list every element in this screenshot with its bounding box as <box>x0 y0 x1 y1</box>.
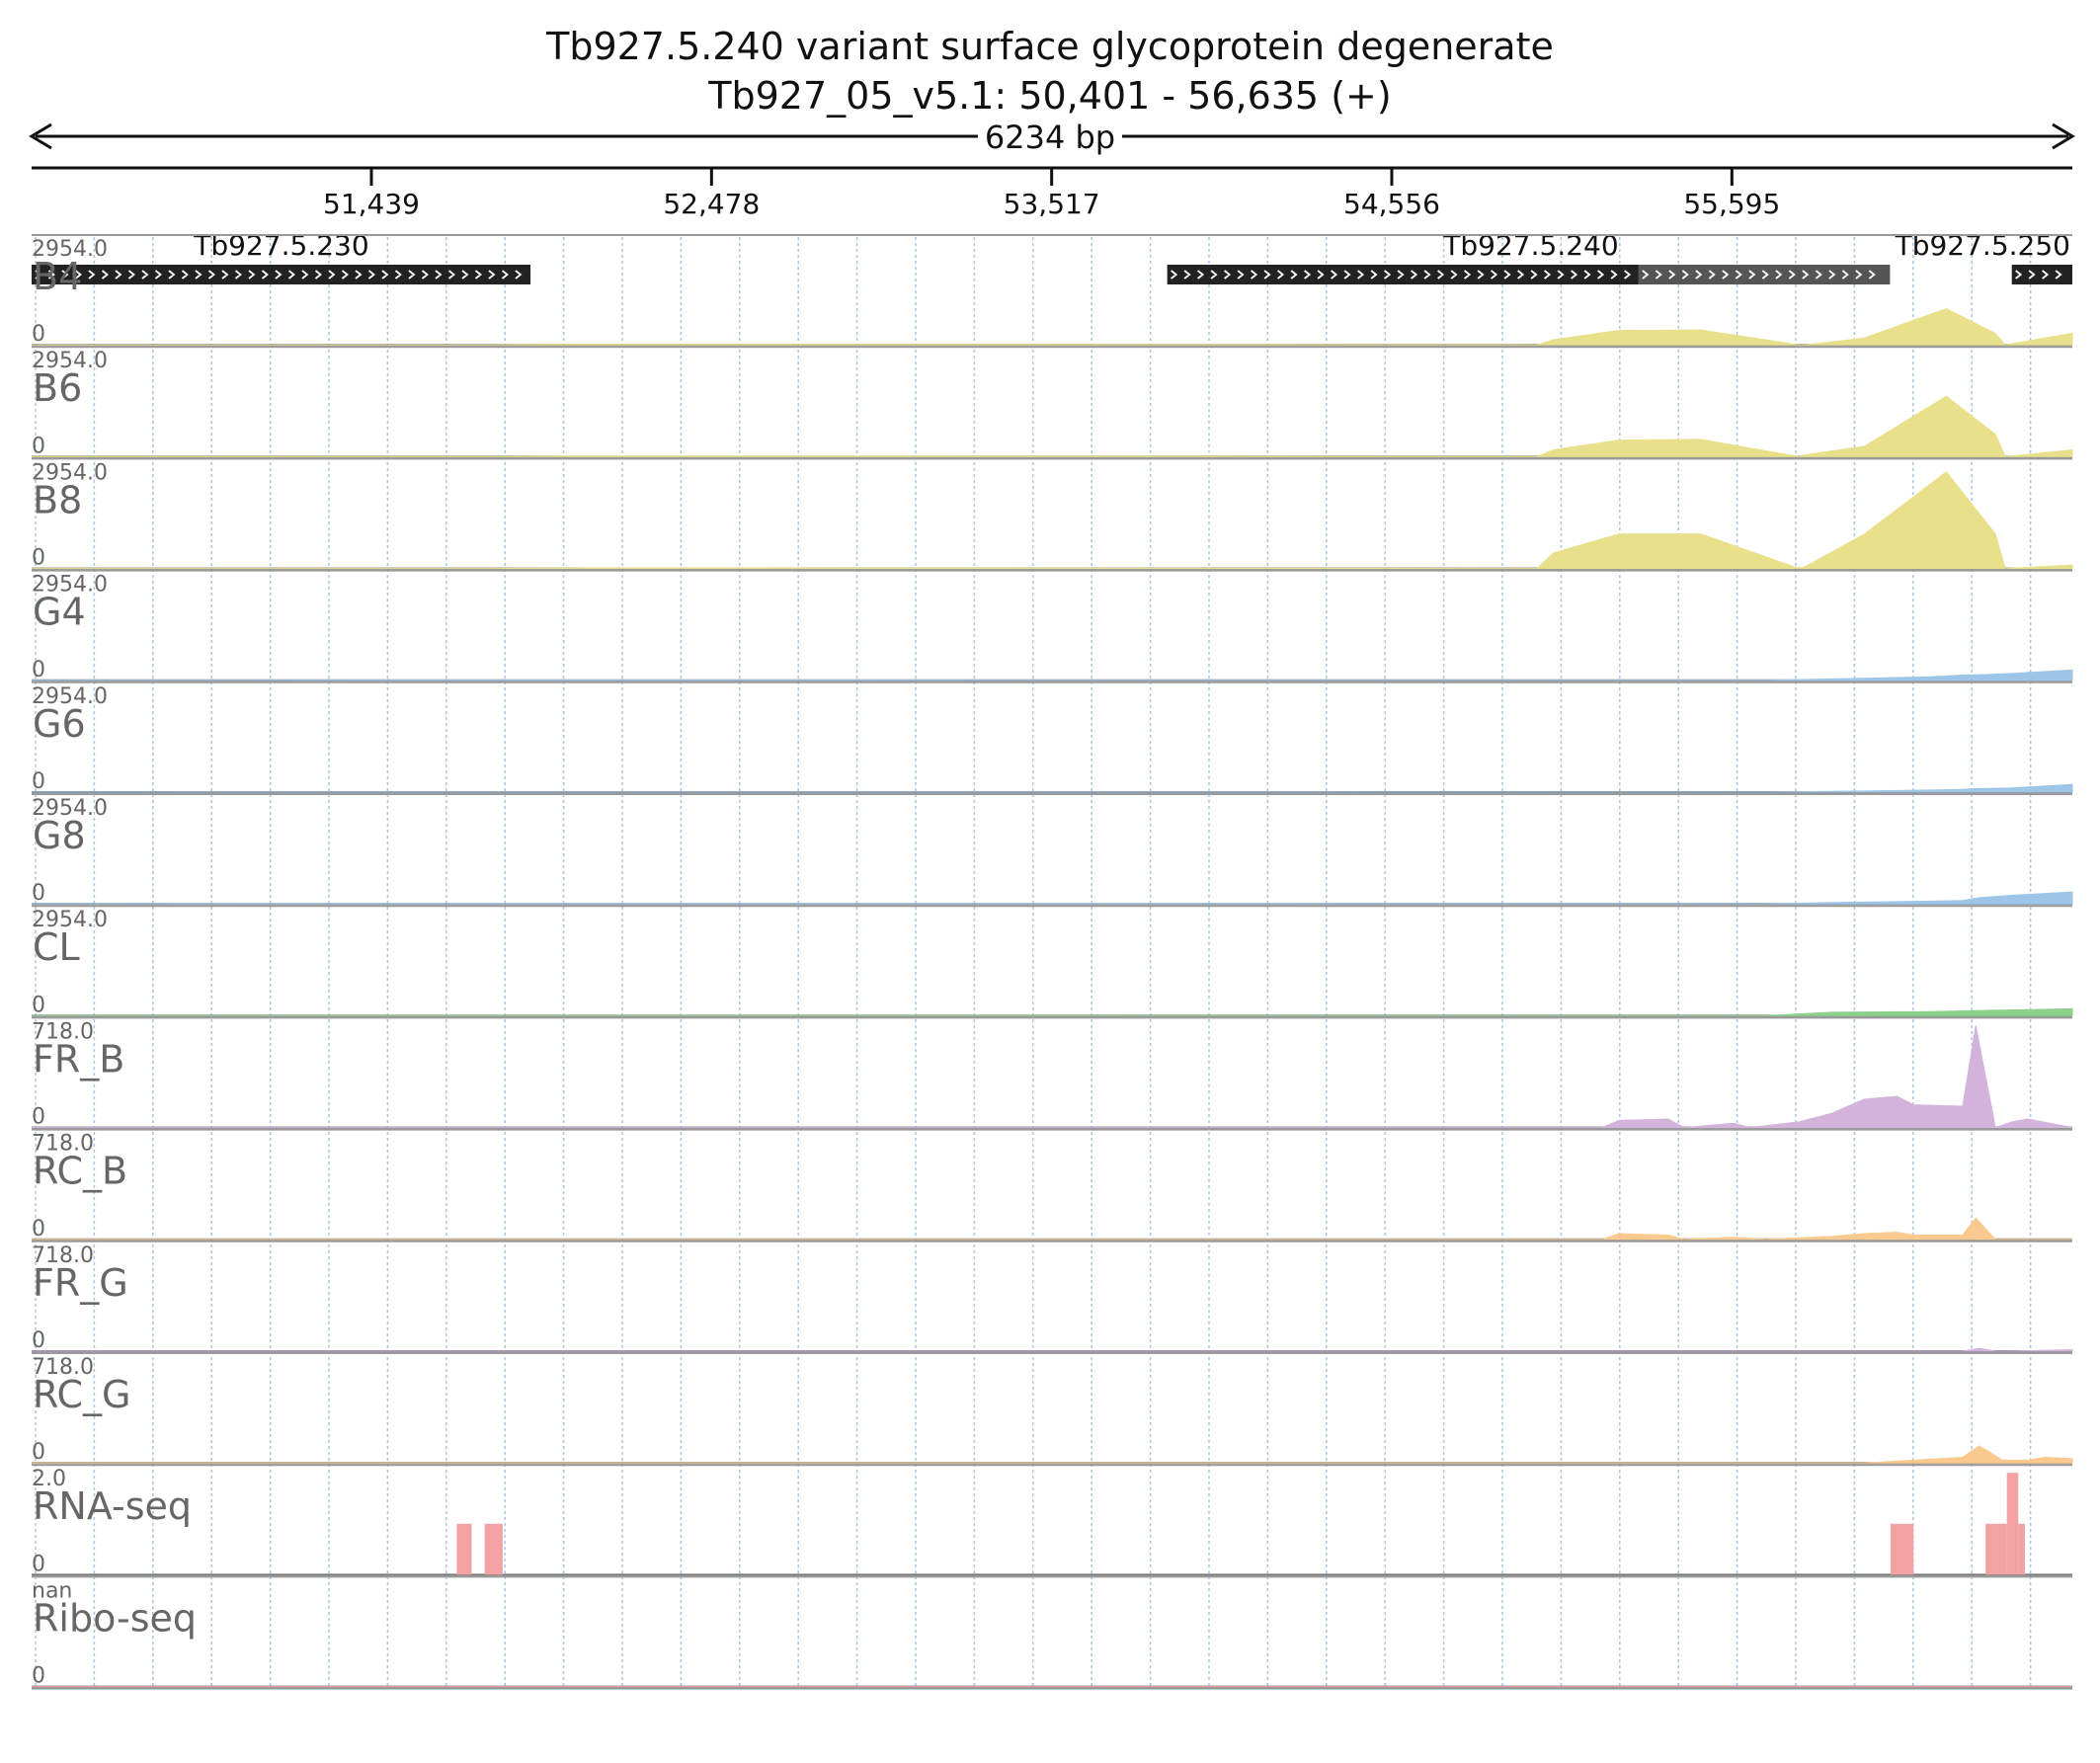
track-max-label: 2954.0 <box>32 684 108 709</box>
track-name-label: B8 <box>33 478 82 521</box>
track-min-label: 0 <box>32 993 45 1017</box>
signal-area <box>32 307 2073 346</box>
track-max-label: 718.0 <box>32 1243 94 1268</box>
region-span-indicator: 6234 bp <box>29 117 2075 156</box>
tick-label: 54,556 <box>1343 188 1440 220</box>
signal-bar <box>1985 1523 2001 1575</box>
span-label-background <box>978 117 1122 156</box>
track-max-label: 718.0 <box>32 1132 94 1157</box>
track-rc-b: 718.0RC_B 0 <box>32 1128 2072 1242</box>
signal-area <box>32 1217 2072 1241</box>
track-min-label: 0 <box>32 1552 45 1576</box>
track-name-label: RNA-seq <box>33 1484 192 1528</box>
gene-annotation-track: Tb927.5.230 Tb927.5.240 Tb927.5.250 <box>32 229 2072 284</box>
track-b4: 2954.0B4 0 <box>32 234 2073 347</box>
track-name-label: CL <box>33 925 80 969</box>
signal-area <box>32 1025 2073 1129</box>
track-min-label: 0 <box>32 322 45 347</box>
figure-subtitle: Tb927_05_v5.1: 50,401 - 56,635 (+) <box>707 74 1391 118</box>
track-max-label: 718.0 <box>32 1019 94 1044</box>
track-max-label: 2954.0 <box>32 796 108 821</box>
track-min-label: 0 <box>32 769 45 794</box>
track-min-label: 0 <box>32 1328 45 1353</box>
gene-feature-bar <box>2011 265 2072 284</box>
tick-label: 51,439 <box>323 188 420 220</box>
signal-area <box>31 891 2073 905</box>
track-min-label: 0 <box>32 1664 45 1689</box>
track-name-label: G6 <box>33 702 86 746</box>
vertical-gridlines <box>35 237 2032 1689</box>
track-name-label: B4 <box>33 255 82 298</box>
signal-area <box>32 1445 2073 1464</box>
signal-tracks: 2954.0B402954.0B602954.0B802954.0G402954… <box>31 234 2073 1690</box>
track-rc-g: 718.0RC_G 0 <box>32 1352 2073 1465</box>
track-max-label: 2954.0 <box>32 237 108 262</box>
strand-arrow-icon <box>1171 270 1632 280</box>
strand-arrow-icon <box>35 270 523 280</box>
strand-arrow-icon <box>2015 270 2062 280</box>
gene-label: Tb927.5.240 <box>1442 229 1618 262</box>
track-g4: 2954.0G4 0 <box>31 569 2073 682</box>
track-fr-g: 718.0FR_G 0 <box>32 1240 2073 1353</box>
gene-label: Tb927.5.250 <box>1895 229 2070 262</box>
signal-area <box>32 471 2073 570</box>
gene-label: Tb927.5.230 <box>193 229 368 262</box>
track-max-label: 2954.0 <box>32 349 108 373</box>
span-arrow-left-icon <box>29 122 52 150</box>
track-max-label: 2954.0 <box>32 908 108 932</box>
signal-area <box>31 669 2073 681</box>
span-length-label: 6234 bp <box>985 119 1115 156</box>
track-min-label: 0 <box>32 658 45 682</box>
signal-bar <box>1891 1523 1914 1575</box>
track-g8: 2954.0G8 0 <box>31 793 2073 906</box>
signal-bar <box>456 1523 472 1575</box>
track-max-label: nan <box>32 1578 72 1603</box>
signal-area <box>32 1347 2073 1352</box>
track-min-label: 0 <box>32 434 45 458</box>
tick-label: 55,595 <box>1683 188 1780 220</box>
span-arrow-right-icon <box>2052 122 2075 150</box>
signal-area <box>32 395 2073 457</box>
signal-area <box>31 783 2073 793</box>
tick-label: 53,517 <box>1004 188 1100 220</box>
signal-bar <box>2018 1523 2025 1575</box>
figure-title: Tb927.5.240 variant surface glycoprotein… <box>545 25 1554 68</box>
track-name-label: FR_B <box>33 1037 124 1081</box>
signal-bar <box>2000 1523 2007 1575</box>
track-min-label: 0 <box>32 1440 45 1465</box>
track-min-label: 0 <box>32 546 45 571</box>
track-name-label: B6 <box>33 366 82 410</box>
strand-arrow-icon <box>1642 270 1876 280</box>
track-max-label: 2954.0 <box>32 573 108 598</box>
track-name-label: RC_B <box>33 1150 127 1193</box>
gene-feature-bar <box>1638 265 1891 284</box>
coordinate-ticks: 51,439 52,478 53,517 54,556 55,595 <box>323 168 1780 220</box>
track-min-label: 0 <box>32 1105 45 1130</box>
track-min-label: 0 <box>32 1217 45 1242</box>
track-max-label: 2954.0 <box>32 460 108 485</box>
track-fr-b: 718.0FR_B 0 <box>32 1016 2073 1130</box>
track-g6: 2954.0G6 0 <box>31 681 2073 794</box>
track-b6: 2954.0B6 0 <box>32 346 2073 458</box>
tick-label: 52,478 <box>663 188 760 220</box>
track-name-label: G8 <box>33 814 86 857</box>
signal-bar <box>484 1523 503 1575</box>
track-name-label: FR_G <box>33 1261 128 1305</box>
track-max-label: 2.0 <box>32 1467 66 1491</box>
track-name-label: Ribo-seq <box>33 1596 197 1640</box>
signal-area <box>31 1007 2073 1016</box>
track-min-label: 0 <box>32 881 45 906</box>
track-cl: 2954.0CL 0 <box>31 905 2073 1017</box>
track-name-label: RC_G <box>33 1373 131 1416</box>
signal-bar <box>2006 1473 2019 1575</box>
track-b8: 2954.0B8 0 <box>32 457 2073 571</box>
track-max-label: 718.0 <box>32 1355 94 1380</box>
track-name-label: G4 <box>33 591 86 634</box>
